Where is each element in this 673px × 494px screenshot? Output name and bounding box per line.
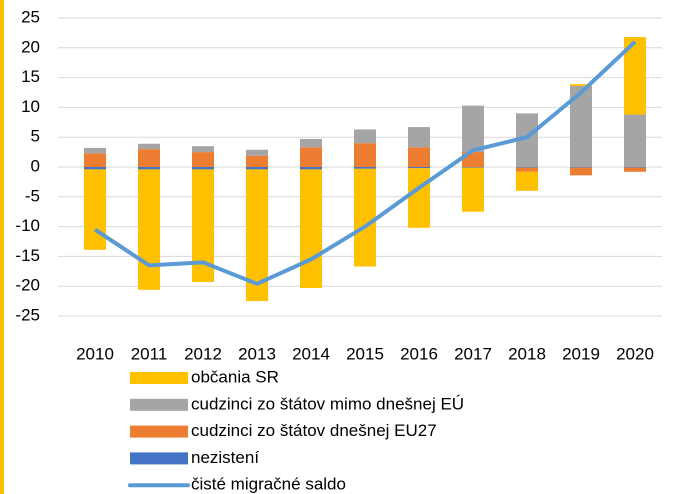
legend-label: čisté migračné saldo — [191, 475, 346, 494]
bar-segment — [138, 169, 160, 290]
y-tick-label: 15 — [21, 67, 40, 86]
legend-label: cudzinci zo štátov dnešnej EU27 — [191, 421, 437, 440]
bar-segment — [408, 167, 430, 169]
y-tick-label: 5 — [31, 127, 40, 146]
bar-segment — [354, 168, 376, 267]
edge-accent — [0, 0, 4, 494]
legend-swatch — [130, 452, 188, 465]
y-tick-label: 25 — [21, 7, 40, 26]
bar-segment — [624, 114, 646, 167]
bar-segment — [516, 113, 538, 167]
legend-label: občania SR — [191, 367, 279, 386]
y-tick-label: -15 — [15, 246, 40, 265]
bar-segment — [192, 146, 214, 153]
bar-segment — [300, 138, 322, 148]
y-tick-label: -25 — [15, 305, 40, 324]
bar-segment — [192, 169, 214, 283]
x-tick-label: 2010 — [76, 344, 114, 363]
legend-swatch — [130, 425, 188, 438]
bar-segment — [84, 167, 106, 170]
bar-segment — [462, 105, 484, 153]
bar-segment — [354, 143, 376, 167]
x-tick-label: 2020 — [616, 344, 654, 363]
bar-segment — [462, 167, 484, 212]
bar-segment — [570, 167, 592, 168]
y-tick-label: -20 — [15, 276, 40, 295]
bar-segment — [84, 147, 106, 154]
bar-segment — [192, 152, 214, 167]
y-tick-label: 0 — [31, 156, 40, 175]
bar-segment — [516, 171, 538, 191]
x-tick-label: 2012 — [184, 344, 222, 363]
bar-segment — [300, 167, 322, 170]
bar-segment — [246, 149, 268, 156]
bar-segment — [192, 167, 214, 170]
bar-segment — [516, 167, 538, 172]
bar-segment — [138, 149, 160, 167]
x-tick-label: 2011 — [131, 344, 168, 363]
legend-label: nezistení — [191, 448, 259, 467]
y-tick-label: -10 — [15, 216, 40, 235]
bar-segment — [624, 37, 646, 115]
y-tick-label: 20 — [21, 37, 40, 56]
bar-segment — [246, 167, 268, 170]
bar-segment — [84, 153, 106, 167]
bar-segment — [138, 167, 160, 170]
bar-segment — [246, 155, 268, 167]
bar-segment — [138, 143, 160, 150]
x-tick-label: 2019 — [562, 344, 600, 363]
bar-segment — [408, 168, 430, 228]
bar-segment — [408, 147, 430, 167]
bar-segment — [408, 127, 430, 148]
x-tick-label: 2013 — [238, 344, 276, 363]
bar-segment — [624, 167, 646, 168]
legend-swatch — [130, 398, 188, 411]
bar-segment — [570, 84, 592, 86]
line-series — [93, 40, 637, 286]
x-tick-label: 2018 — [508, 344, 546, 363]
bar-segment — [246, 169, 268, 302]
bar-segment — [462, 167, 484, 168]
x-tick-label: 2014 — [292, 344, 330, 363]
bar-segment — [570, 167, 592, 176]
bar-segment — [570, 85, 592, 167]
x-tick-label: 2015 — [346, 344, 384, 363]
x-tick-label: 2017 — [454, 344, 492, 363]
x-tick-label: 2016 — [400, 344, 438, 363]
bar-segment — [516, 167, 538, 168]
bar-segment — [354, 129, 376, 144]
legend-label: cudzinci zo štátov mimo dnešnej EÚ — [191, 394, 464, 413]
bar-segment — [624, 167, 646, 172]
legend-swatch — [130, 372, 188, 384]
y-tick-label: -5 — [25, 186, 40, 205]
bar-segment — [354, 167, 376, 169]
y-tick-label: 10 — [21, 97, 40, 116]
bar-segment — [300, 147, 322, 167]
bar-segment — [84, 169, 106, 250]
bar-segment — [300, 169, 322, 288]
